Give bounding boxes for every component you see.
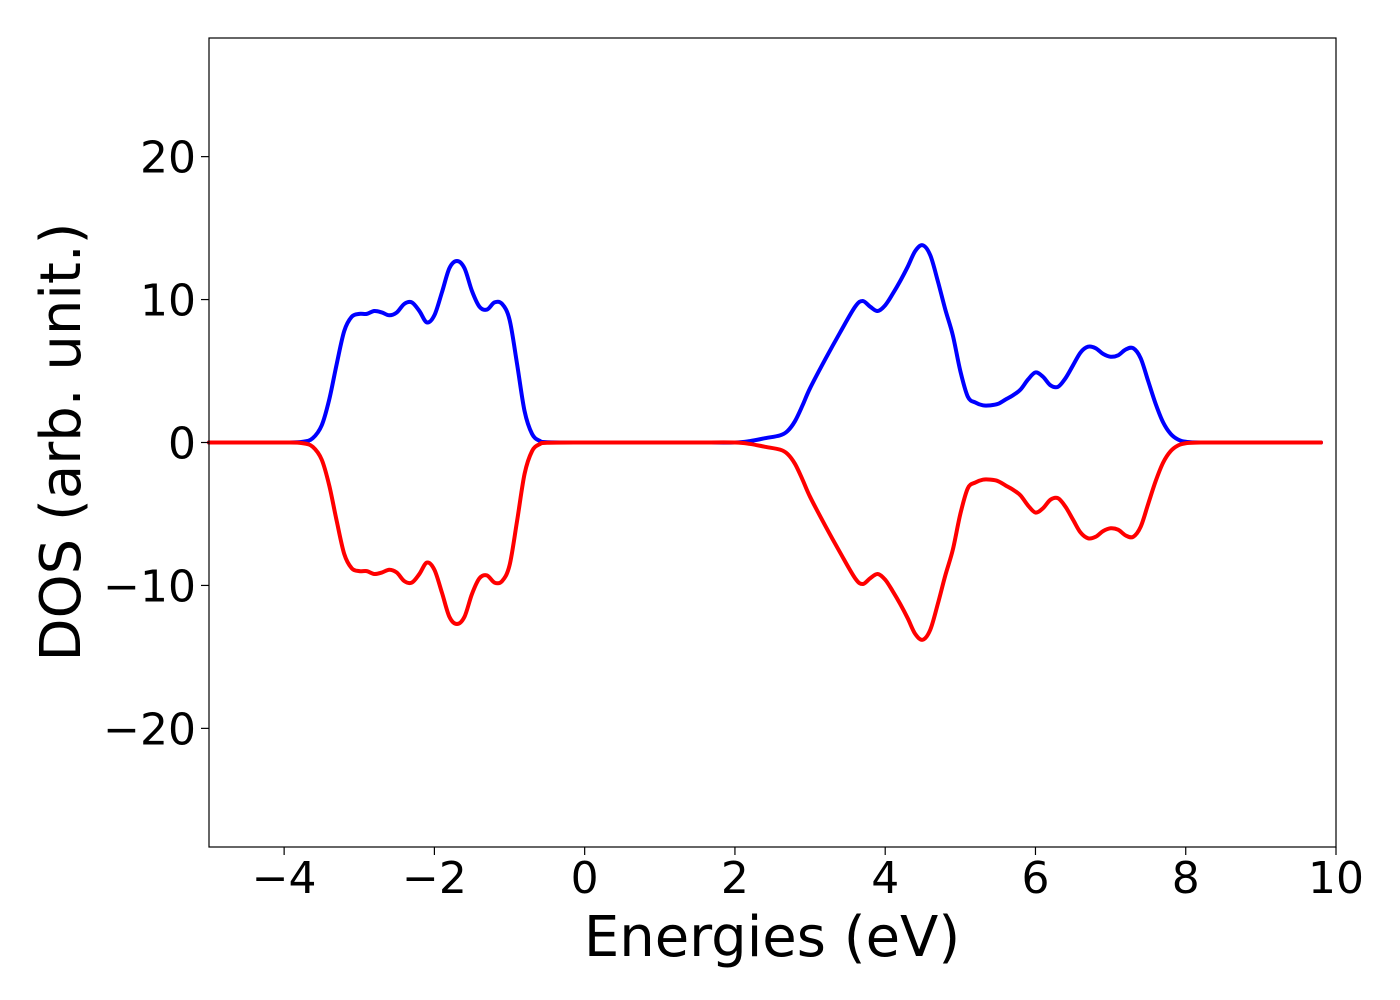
series-layer	[207, 243, 1323, 642]
dos-series-line-2	[207, 440, 1323, 642]
x-tick-label: −2	[402, 853, 467, 904]
x-tick-label: −4	[252, 853, 317, 904]
dos-series-line-1	[207, 243, 1323, 445]
x-tick-label: 0	[571, 853, 599, 904]
y-axis: −20 −10 0 10 20	[103, 133, 209, 755]
x-axis: −4 −2 0 2 4 6 8 10	[252, 847, 1364, 904]
x-axis-label: Energies (eV)	[584, 905, 960, 970]
y-tick-label: −20	[103, 704, 196, 755]
x-tick-label: 10	[1308, 853, 1364, 904]
y-tick-label: −10	[103, 561, 196, 612]
x-tick-label: 4	[871, 853, 899, 904]
x-tick-label: 6	[1021, 853, 1049, 904]
y-tick-label: 10	[140, 276, 196, 327]
y-tick-label: 0	[168, 419, 196, 470]
y-axis-label: DOS (arb. unit.)	[29, 222, 94, 661]
x-tick-label: 2	[721, 853, 749, 904]
y-tick-label: 20	[140, 133, 196, 184]
x-tick-label: 8	[1172, 853, 1200, 904]
